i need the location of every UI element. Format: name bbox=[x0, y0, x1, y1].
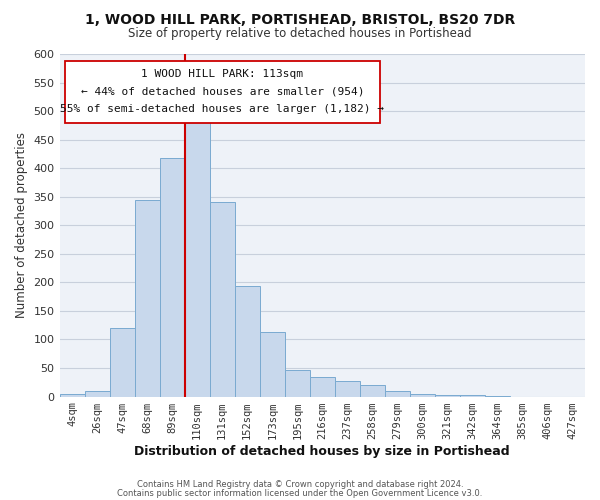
Bar bbox=[85, 391, 110, 396]
Bar bbox=[285, 370, 310, 396]
Bar bbox=[235, 286, 260, 397]
Bar bbox=[260, 332, 285, 396]
X-axis label: Distribution of detached houses by size in Portishead: Distribution of detached houses by size … bbox=[134, 444, 510, 458]
Bar bbox=[360, 385, 385, 396]
Text: Contains public sector information licensed under the Open Government Licence v3: Contains public sector information licen… bbox=[118, 488, 482, 498]
Text: 1 WOOD HILL PARK: 113sqm: 1 WOOD HILL PARK: 113sqm bbox=[142, 70, 304, 80]
Bar bbox=[59, 394, 85, 396]
Text: 1, WOOD HILL PARK, PORTISHEAD, BRISTOL, BS20 7DR: 1, WOOD HILL PARK, PORTISHEAD, BRISTOL, … bbox=[85, 12, 515, 26]
Bar bbox=[160, 158, 185, 396]
Text: Size of property relative to detached houses in Portishead: Size of property relative to detached ho… bbox=[128, 28, 472, 40]
Bar bbox=[335, 380, 360, 396]
FancyBboxPatch shape bbox=[65, 61, 380, 122]
Text: ← 44% of detached houses are smaller (954): ← 44% of detached houses are smaller (95… bbox=[80, 86, 364, 97]
Bar bbox=[385, 391, 410, 396]
Bar bbox=[209, 202, 235, 396]
Text: Contains HM Land Registry data © Crown copyright and database right 2024.: Contains HM Land Registry data © Crown c… bbox=[137, 480, 463, 489]
Bar bbox=[410, 394, 435, 396]
Bar bbox=[110, 328, 134, 396]
Bar bbox=[185, 117, 209, 396]
Bar bbox=[435, 395, 460, 396]
Bar bbox=[134, 200, 160, 396]
Y-axis label: Number of detached properties: Number of detached properties bbox=[15, 132, 28, 318]
Text: 55% of semi-detached houses are larger (1,182) →: 55% of semi-detached houses are larger (… bbox=[61, 104, 385, 114]
Bar bbox=[310, 377, 335, 396]
